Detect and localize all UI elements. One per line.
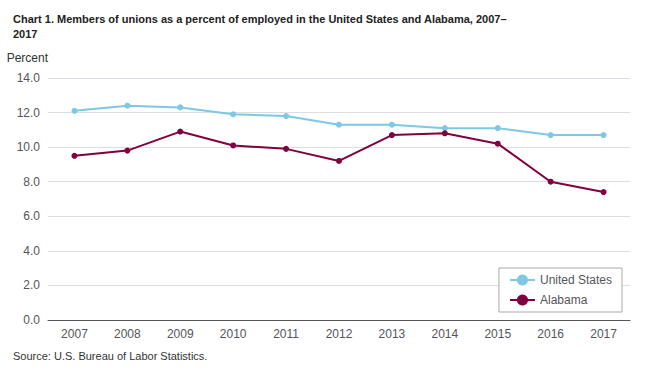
svg-text:2013: 2013 [379, 327, 406, 341]
svg-text:2010: 2010 [220, 327, 247, 341]
svg-text:2017: 2017 [13, 28, 37, 40]
svg-text:2016: 2016 [537, 327, 564, 341]
svg-text:2009: 2009 [167, 327, 194, 341]
svg-text:10.0: 10.0 [17, 140, 41, 154]
svg-text:Chart 1. Members of unions as: Chart 1. Members of unions as a percent … [13, 13, 507, 25]
svg-text:8.0: 8.0 [23, 175, 40, 189]
svg-text:2014: 2014 [431, 327, 458, 341]
svg-text:United States: United States [540, 273, 612, 287]
svg-text:Alabama: Alabama [540, 293, 588, 307]
svg-text:4.0: 4.0 [23, 244, 40, 258]
svg-text:2008: 2008 [114, 327, 141, 341]
svg-text:14.0: 14.0 [17, 71, 41, 85]
svg-text:2017: 2017 [590, 327, 617, 341]
svg-text:2011: 2011 [273, 327, 299, 341]
svg-text:Source: U.S. Bureau of Labor S: Source: U.S. Bureau of Labor Statistics. [13, 350, 207, 362]
svg-text:0.0: 0.0 [23, 313, 40, 327]
svg-text:2.0: 2.0 [23, 278, 40, 292]
svg-text:12.0: 12.0 [17, 106, 41, 120]
svg-text:2015: 2015 [484, 327, 511, 341]
svg-text:2007: 2007 [61, 327, 88, 341]
svg-text:6.0: 6.0 [23, 209, 40, 223]
svg-text:Percent: Percent [7, 51, 49, 65]
svg-text:2012: 2012 [326, 327, 353, 341]
